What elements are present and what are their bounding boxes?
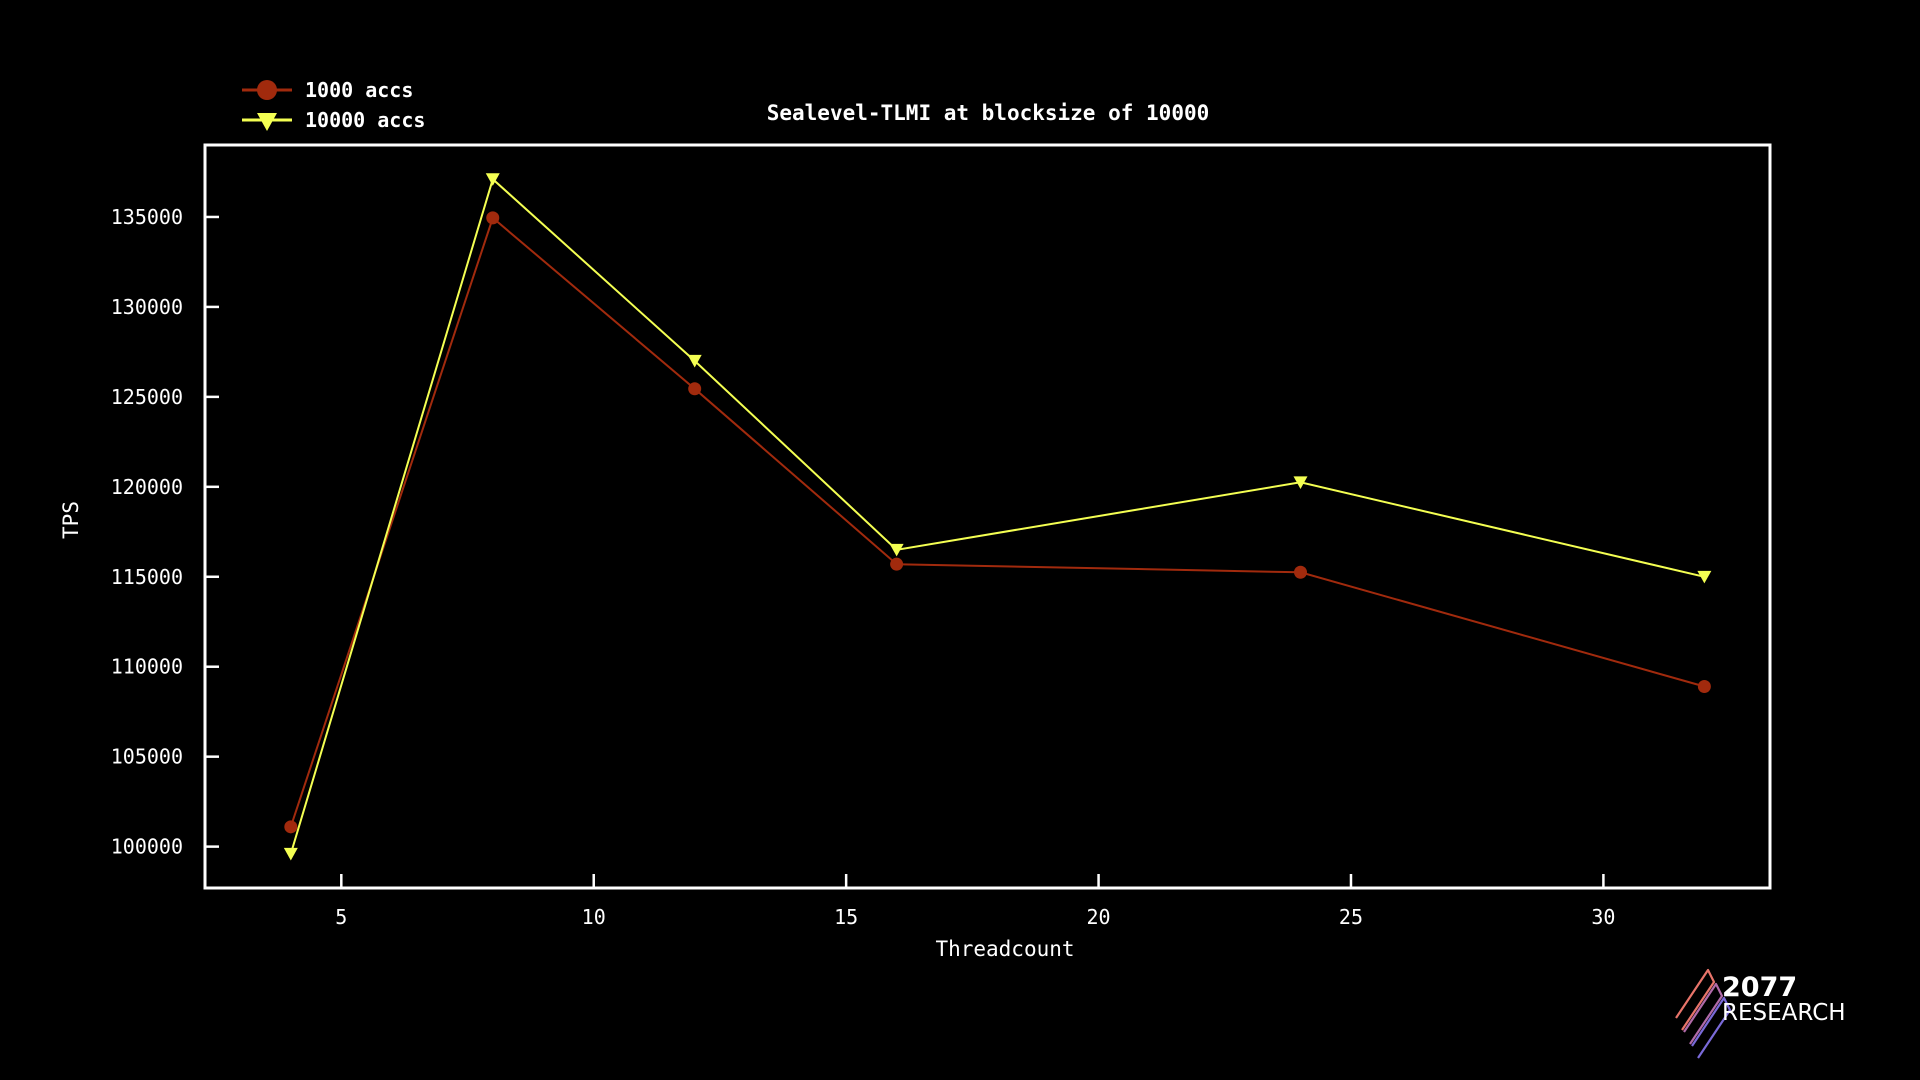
x-tick-label: 20 (1087, 905, 1111, 929)
y-tick-label: 130000 (111, 295, 183, 319)
data-point (284, 820, 298, 834)
data-point (283, 847, 298, 861)
y-tick-label: 105000 (111, 745, 183, 769)
y-axis: 100000 105000 110000 115000 120000 125000 1300… (111, 205, 219, 859)
data-point (1294, 565, 1307, 579)
plot-frame (203, 143, 1772, 890)
series-layer (283, 173, 1712, 861)
logo-wordmark: RESEARCH (1722, 1000, 1846, 1026)
data-point (1697, 680, 1711, 694)
data-point (889, 543, 904, 557)
y-tick-label: 125000 (111, 385, 183, 409)
y-tick-label: 135000 (111, 205, 183, 229)
series-line-10000-accs (289, 177, 1705, 855)
legend-item-1000-accs: 1000 accs (242, 78, 413, 102)
data-point (1697, 570, 1712, 584)
y-tick-label: 110000 (111, 655, 183, 679)
y-axis-label: TPS (59, 501, 83, 539)
data-point (1293, 476, 1308, 489)
y-tick-label: 120000 (111, 475, 183, 499)
series-10000-accs (283, 173, 1712, 861)
data-point (485, 173, 500, 186)
logo-stripe (1691, 996, 1732, 1059)
y-tick-label: 100000 (111, 835, 183, 859)
logo-stripes-icon (1675, 968, 1732, 1059)
logo-stripe (1683, 982, 1724, 1045)
legend-marker-circle-icon (257, 80, 277, 100)
data-point (890, 557, 904, 571)
x-tick-label: 15 (834, 905, 858, 929)
data-point (486, 211, 500, 225)
x-axis-label: Threadcount (935, 937, 1074, 961)
data-point (687, 354, 702, 368)
series-line-1000-accs (289, 216, 1705, 828)
legend-item-10000-accs: 10000 accs (242, 108, 425, 132)
legend: 1000 accs 10000 accs (242, 78, 425, 132)
x-tick-label: 10 (582, 905, 606, 929)
logo-number: 2077 (1722, 972, 1797, 1003)
y-tick-label: 115000 (111, 565, 183, 589)
legend-label: 10000 accs (305, 108, 425, 132)
data-point (688, 382, 702, 396)
x-tick-label: 25 (1339, 905, 1363, 929)
series-1000-accs (284, 211, 1711, 834)
logo-stripe (1675, 968, 1716, 1031)
legend-marker-triangle-icon (257, 113, 277, 131)
research-logo: 2077 RESEARCH (1675, 968, 1846, 1059)
x-axis: 5 10 15 20 25 30 (335, 874, 1615, 929)
legend-label: 1000 accs (305, 78, 413, 102)
x-tick-label: 5 (335, 905, 347, 929)
chart-title: Sealevel-TLMI at blocksize of 10000 (767, 101, 1210, 125)
x-tick-label: 30 (1591, 905, 1615, 929)
